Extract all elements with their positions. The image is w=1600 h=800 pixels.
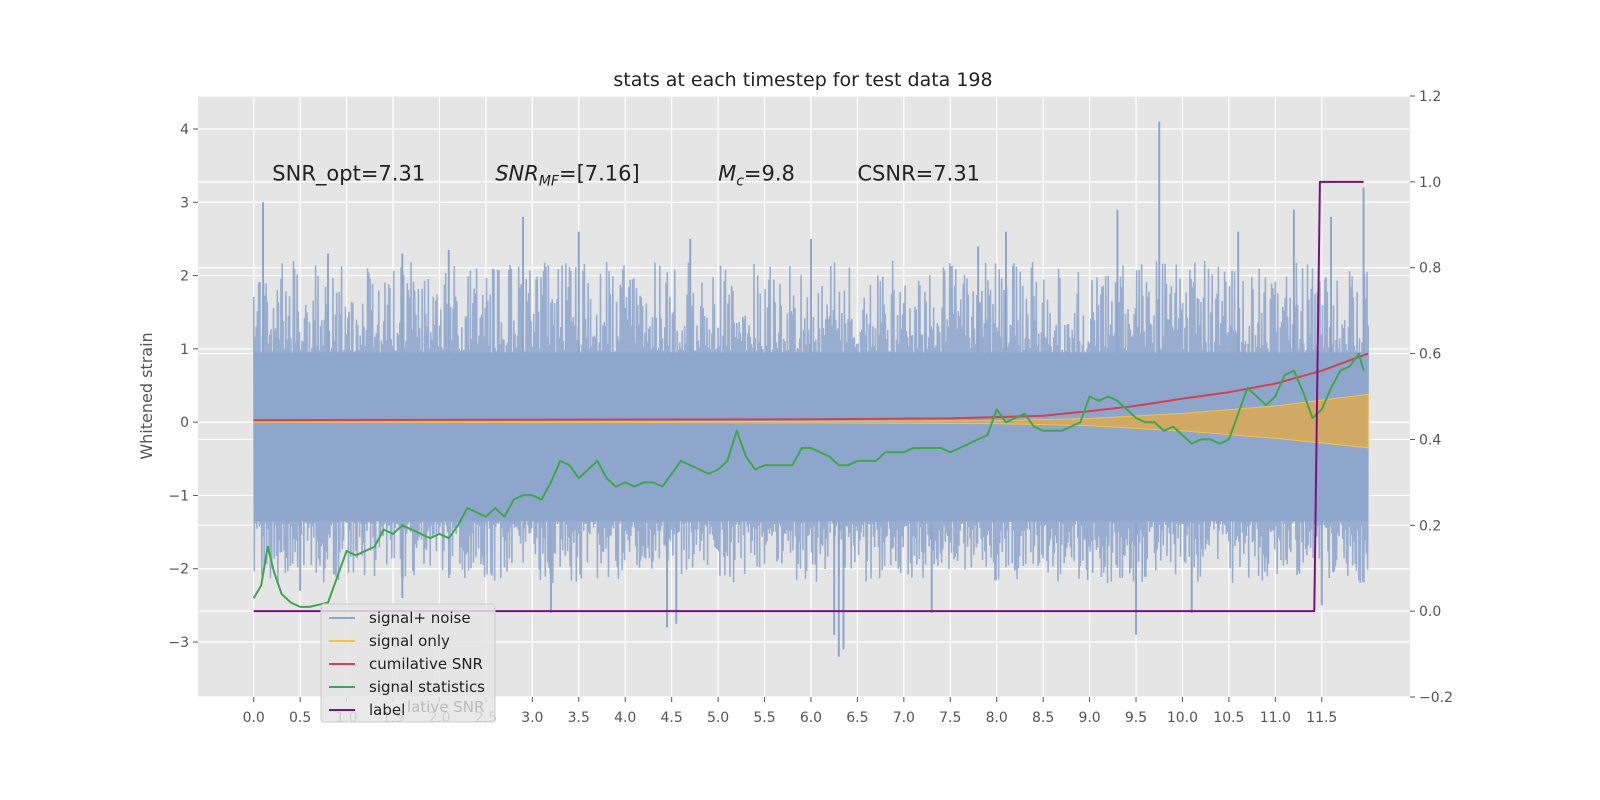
annotation: Mc=9.8	[718, 161, 795, 189]
x-tick-label: 6.0	[800, 710, 822, 726]
annotation-sub: MF	[539, 173, 560, 189]
annotation: CSNR=7.31	[857, 161, 980, 185]
legend-box	[320, 603, 496, 723]
signal-statistics-line	[252, 352, 1365, 608]
y-tick-label: −2	[168, 562, 189, 578]
x-tick-label: 11.5	[1306, 710, 1337, 726]
x-tick-label: 7.0	[893, 710, 915, 726]
x-tick-label: 5.5	[753, 710, 775, 726]
annotation-main: M	[718, 161, 736, 185]
y2-tick-label: 1.2	[1419, 89, 1441, 105]
y-axis-label: Whitened strain	[137, 332, 156, 459]
x-tick-label: 5.0	[707, 710, 729, 726]
x-tick-label: 0.5	[289, 710, 311, 726]
annotation-main: SNR	[495, 161, 539, 185]
label-line	[253, 180, 1364, 613]
annotation: SNR_opt=7.31	[272, 161, 425, 186]
y-tick-label: 1	[180, 342, 189, 358]
cumilative-snr-line	[253, 352, 1369, 422]
x-tick-label: 4.0	[614, 710, 636, 726]
x-tick-label: 0.0	[243, 710, 265, 726]
y2-tick-label: 0.8	[1419, 261, 1441, 277]
x-tick-label: 4.5	[661, 710, 683, 726]
x-tick-label: 11.0	[1260, 710, 1291, 726]
y-tick-label: 2	[180, 269, 189, 285]
y-tick-label: 3	[180, 195, 189, 211]
x-tick-label: 3.5	[568, 710, 590, 726]
legend-label: signal only	[369, 632, 450, 650]
x-tick-label: 7.5	[939, 710, 961, 726]
y2-tick-label: 0.4	[1419, 432, 1441, 448]
y-tick-label: 0	[180, 415, 189, 431]
x-tick-label: 9.5	[1125, 710, 1147, 726]
legend-label: signal+ noise	[369, 609, 471, 627]
y2-tick-label: 0.2	[1419, 518, 1441, 534]
chart-title: stats at each timestep for test data 198	[613, 69, 992, 91]
annotation-sub: c	[736, 173, 744, 189]
legend-label: cumilative SNR	[369, 655, 483, 673]
legend-label: signal statistics	[369, 678, 485, 696]
legend-label: label	[369, 701, 405, 719]
annotation-suffix: =[7.16]	[559, 161, 640, 185]
y2-tick-label: 0.6	[1419, 347, 1441, 363]
annotation: SNRMF=[7.16]	[495, 161, 640, 189]
y-tick-label: −1	[168, 488, 189, 504]
x-tick-label: 8.0	[986, 710, 1008, 726]
x-tick-label: 9.0	[1078, 710, 1100, 726]
y-tick-label: 4	[180, 122, 189, 138]
y-tick-label: −3	[168, 635, 189, 651]
y2-tick-label: −0.2	[1419, 690, 1453, 706]
y2-tick-label: 1.0	[1419, 175, 1441, 191]
annotation-suffix: =9.8	[744, 161, 795, 185]
y2-tick-label: 0.0	[1419, 604, 1441, 620]
legend-ghost-text: lative SNR	[407, 698, 484, 716]
x-tick-label: 10.0	[1167, 710, 1198, 726]
x-tick-label: 8.5	[1032, 710, 1054, 726]
x-tick-label: 3.0	[521, 710, 543, 726]
x-tick-label: 6.5	[846, 710, 868, 726]
x-tick-label: 10.5	[1213, 710, 1244, 726]
